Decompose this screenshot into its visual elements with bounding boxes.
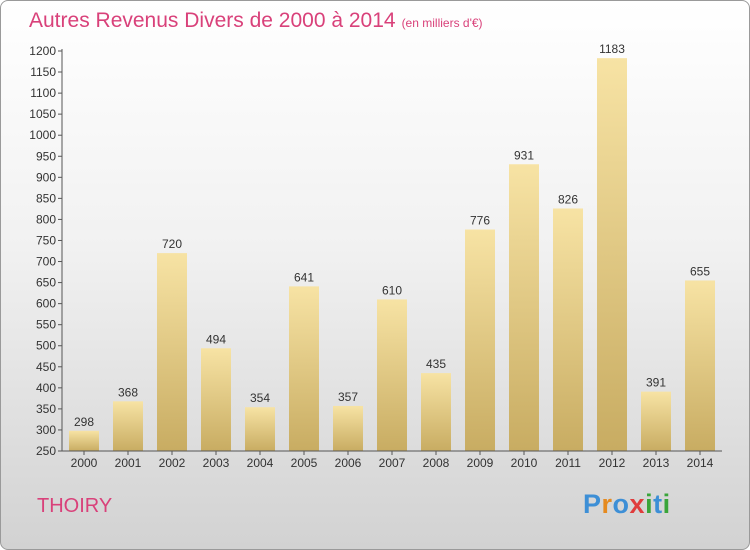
logo-letter: r	[601, 489, 613, 519]
bar	[641, 391, 671, 451]
bar	[377, 299, 407, 451]
x-tick-label: 2012	[599, 456, 626, 470]
proxiti-logo: Proxiti	[583, 489, 671, 520]
bar	[245, 407, 275, 451]
logo-letter: x	[629, 489, 646, 519]
y-tick-label: 800	[36, 212, 56, 226]
y-tick-label: 250	[36, 444, 56, 458]
y-tick-label: 550	[36, 318, 56, 332]
x-tick-label: 2004	[247, 456, 274, 470]
x-tick-label: 2011	[555, 456, 581, 470]
y-tick-label: 700	[36, 255, 56, 269]
data-label: 298	[74, 415, 94, 429]
x-tick-label: 2010	[511, 456, 538, 470]
y-tick-label: 300	[36, 423, 56, 437]
y-tick-label: 450	[36, 360, 56, 374]
x-tick-label: 2007	[379, 456, 406, 470]
bar	[333, 405, 363, 451]
bar	[553, 208, 583, 451]
logo-letter: i	[645, 489, 654, 519]
chart-title: Autres Revenus Divers de 2000 à 2014	[29, 9, 396, 32]
chart-subtitle: (en milliers d'€)	[401, 16, 483, 30]
data-label: 655	[690, 264, 710, 278]
logo-letter: t	[653, 489, 663, 519]
y-tick-label: 750	[36, 233, 56, 247]
bar	[509, 164, 539, 451]
bar	[421, 373, 451, 451]
logo-letter: o	[612, 489, 630, 519]
x-tick-label: 2000	[71, 456, 98, 470]
y-tick-label: 1100	[30, 86, 56, 100]
data-label: 1183	[599, 42, 625, 56]
data-label: 610	[382, 283, 402, 297]
y-tick-label: 350	[36, 402, 56, 416]
x-tick-label: 2005	[291, 456, 318, 470]
data-label: 776	[470, 214, 490, 228]
bar	[465, 229, 495, 451]
bar	[157, 253, 187, 451]
data-label: 354	[250, 391, 270, 405]
commune-name: THOIRY	[37, 495, 113, 517]
y-tick-label: 900	[36, 170, 56, 184]
x-tick-label: 2003	[203, 456, 230, 470]
x-tick-label: 2014	[687, 456, 714, 470]
y-tick-label: 950	[36, 149, 56, 163]
x-tick-label: 2001	[115, 456, 142, 470]
bar	[597, 58, 627, 451]
y-tick-label: 1000	[29, 128, 56, 142]
data-label: 494	[206, 332, 226, 346]
data-label: 357	[338, 390, 358, 404]
bar	[685, 280, 715, 451]
logo-letter: P	[583, 489, 602, 519]
data-label: 435	[426, 357, 446, 371]
data-label: 826	[558, 192, 578, 206]
bar	[289, 286, 319, 451]
bar	[69, 430, 99, 451]
data-label: 720	[162, 237, 182, 251]
data-label: 391	[646, 376, 666, 390]
title-block: Autres Revenus Divers de 2000 à 2014 (en …	[29, 9, 483, 33]
data-label: 368	[118, 385, 138, 399]
x-tick-label: 2009	[467, 456, 494, 470]
x-tick-label: 2002	[159, 456, 186, 470]
x-tick-label: 2008	[423, 456, 450, 470]
y-tick-label: 1200	[29, 44, 56, 58]
logo-letter: i	[662, 489, 671, 519]
x-tick-label: 2006	[335, 456, 362, 470]
bar	[113, 401, 143, 451]
y-tick-label: 600	[36, 297, 56, 311]
y-tick-label: 400	[36, 381, 56, 395]
bar	[201, 348, 231, 451]
x-tick-label: 2013	[643, 456, 670, 470]
y-tick-label: 850	[36, 191, 56, 205]
data-label: 641	[294, 270, 314, 284]
data-label: 931	[514, 148, 534, 162]
y-tick-label: 1150	[30, 65, 56, 79]
y-tick-label: 500	[36, 339, 56, 353]
y-tick-label: 1050	[29, 107, 56, 121]
y-tick-label: 650	[36, 276, 56, 290]
